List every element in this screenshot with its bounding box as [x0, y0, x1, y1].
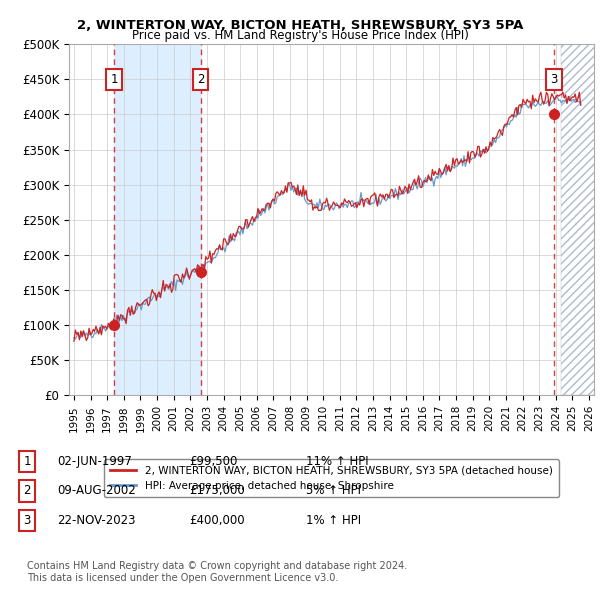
Text: £99,500: £99,500 [189, 455, 238, 468]
Text: 1% ↑ HPI: 1% ↑ HPI [306, 514, 361, 527]
Text: £400,000: £400,000 [189, 514, 245, 527]
Text: 1: 1 [110, 73, 118, 86]
Bar [561, 44, 600, 395]
Text: 22-NOV-2023: 22-NOV-2023 [57, 514, 136, 527]
Text: Contains HM Land Registry data © Crown copyright and database right 2024.
This d: Contains HM Land Registry data © Crown c… [27, 561, 407, 583]
Text: 3: 3 [550, 73, 558, 86]
Text: Price paid vs. HM Land Registry's House Price Index (HPI): Price paid vs. HM Land Registry's House … [131, 30, 469, 42]
Text: 09-AUG-2002: 09-AUG-2002 [57, 484, 136, 497]
Text: 11% ↑ HPI: 11% ↑ HPI [306, 455, 368, 468]
Text: 2, WINTERTON WAY, BICTON HEATH, SHREWSBURY, SY3 5PA: 2, WINTERTON WAY, BICTON HEATH, SHREWSBU… [77, 19, 523, 32]
Text: £175,000: £175,000 [189, 484, 245, 497]
Legend: 2, WINTERTON WAY, BICTON HEATH, SHREWSBURY, SY3 5PA (detached house), HPI: Avera: 2, WINTERTON WAY, BICTON HEATH, SHREWSBU… [104, 460, 559, 497]
Text: 1: 1 [23, 455, 31, 468]
Text: 2: 2 [23, 484, 31, 497]
Text: 02-JUN-1997: 02-JUN-1997 [57, 455, 132, 468]
Text: 5% ↑ HPI: 5% ↑ HPI [306, 484, 361, 497]
Text: 2: 2 [197, 73, 205, 86]
Text: 3: 3 [23, 514, 31, 527]
Bar [114, 44, 200, 395]
